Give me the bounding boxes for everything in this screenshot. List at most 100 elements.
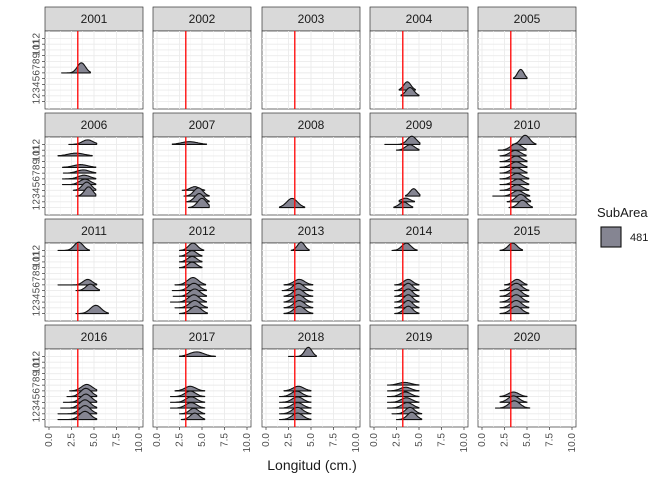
- panel-2015: 2015: [477, 218, 577, 322]
- ridge-2017-month-12: [178, 351, 217, 357]
- strip-label-2005: 2005: [514, 12, 541, 26]
- x-tick-2016-10.0: 10.0: [134, 433, 145, 453]
- y-tick-2006-5: 5: [32, 181, 43, 187]
- y-tick-2006-10: 10: [32, 150, 43, 162]
- ridge-2012-month-11: [178, 250, 203, 257]
- y-tick-2016-2: 2: [32, 411, 43, 417]
- ridge-2013-month-12: [290, 241, 310, 251]
- ridge-2014-month-3: [394, 294, 420, 303]
- y-tick-2001-4: 4: [32, 81, 43, 87]
- y-tick-2011-6: 6: [32, 282, 43, 288]
- ridge-2010-month-6: [499, 172, 530, 180]
- strip-label-2020: 2020: [514, 330, 541, 344]
- y-tick-2006-11: 11: [32, 145, 43, 156]
- y-tick-2001-3: 3: [32, 87, 43, 93]
- ridge-2017-month-6: [174, 385, 206, 392]
- ridge-2012-month-3: [169, 294, 208, 303]
- ridge-2012-month-1: [178, 305, 208, 315]
- ridge-2017-month-4: [169, 396, 206, 403]
- y-tick-2016-12: 12: [32, 350, 43, 362]
- panel-2020: 2020 0.0 2.5 5.0 7.5 10.0: [477, 324, 578, 453]
- ridge-2013-month-1: [283, 305, 314, 315]
- ridge-2015-month-6: [503, 278, 528, 286]
- panel-2002: 2002: [152, 6, 252, 110]
- strip-label-2017: 2017: [189, 330, 216, 344]
- ridge-2014-month-6: [394, 278, 420, 286]
- ridge-2012-month-9: [178, 261, 203, 269]
- y-tick-2016-4: 4: [32, 399, 43, 405]
- strip-2004: [369, 6, 469, 32]
- ridge-2017-month-1: [180, 412, 206, 421]
- x-tick-2018-2.5: 2.5: [284, 433, 295, 447]
- ridge-2013-month-6: [283, 278, 314, 286]
- y-tick-2011-3: 3: [32, 299, 43, 305]
- y-tick-2016-11: 11: [32, 357, 43, 368]
- panel-2009: 2009: [369, 112, 469, 216]
- panel-2012: 2012: [152, 218, 252, 322]
- ridge-2013-month-2: [283, 299, 314, 309]
- ridge-2017-month-2: [178, 407, 206, 415]
- y-tick-2011-11: 11: [32, 251, 43, 262]
- panel-2014: 2014: [369, 218, 469, 322]
- strip-label-2008: 2008: [298, 118, 325, 132]
- strip-label-2007: 2007: [189, 118, 216, 132]
- y-tick-2006-1: 1: [32, 204, 43, 210]
- y-tick-2001-11: 11: [32, 39, 43, 50]
- strip-2006: [44, 112, 144, 138]
- ridge-2014-month-5: [394, 282, 420, 292]
- x-tick-2018-5.0: 5.0: [306, 433, 317, 447]
- strip-label-2014: 2014: [406, 224, 433, 238]
- ridge-2017-month-3: [169, 402, 206, 409]
- ridge-2012-month-4: [172, 288, 208, 297]
- y-tick-2001-10: 10: [32, 44, 43, 56]
- strip-label-2010: 2010: [514, 118, 541, 132]
- ridge-2020-month-5: [499, 391, 528, 398]
- ridge-2010-month-8: [499, 161, 528, 168]
- strip-label-2004: 2004: [406, 12, 433, 26]
- y-tick-2016-1: 1: [32, 416, 43, 422]
- strip-2015: [477, 218, 577, 244]
- ridge-2012-month-10: [178, 255, 203, 263]
- panel-2010: 2010: [477, 112, 577, 216]
- ridge-2005-month-5: [512, 68, 528, 80]
- ridge-2010-month-7: [499, 167, 528, 174]
- strip-label-2009: 2009: [406, 118, 433, 132]
- ridge-2009-month-12: [384, 135, 421, 145]
- y-tick-2006-7: 7: [32, 170, 43, 176]
- x-tick-2020-10.0: 10.0: [567, 433, 578, 453]
- ridge-2006-month-10: [57, 152, 93, 157]
- x-tick-2016-5.0: 5.0: [89, 433, 100, 447]
- ridge-2011-month-12: [57, 241, 91, 251]
- y-tick-2011-7: 7: [32, 276, 43, 282]
- y-tick-2001-1: 1: [32, 98, 43, 104]
- ridge-2014-month-4: [394, 288, 420, 297]
- ridge-2014-month-12: [391, 242, 418, 251]
- panel-2004: 2004: [369, 6, 469, 110]
- ridge-2016-month-5: [66, 387, 98, 398]
- y-tick-2016-7: 7: [32, 382, 43, 388]
- ridge-2006-month-3: [75, 186, 97, 197]
- ridge-2006-month-7: [62, 169, 97, 174]
- ridge-2015-month-3: [499, 294, 530, 303]
- y-tick-2001-12: 12: [32, 32, 43, 44]
- panel-2005: 2005: [477, 6, 577, 110]
- panel-2007: 2007: [152, 112, 252, 216]
- strip-2007: [152, 112, 252, 138]
- x-tick-2018-7.5: 7.5: [329, 433, 340, 447]
- y-tick-2016-9: 9: [32, 370, 43, 376]
- ridge-2007-month-12: [171, 141, 208, 145]
- ridge-2011-month-5: [75, 283, 100, 292]
- y-tick-2016-8: 8: [32, 376, 43, 382]
- strip-2001: [44, 6, 144, 32]
- x-tick-2017-2.5: 2.5: [175, 433, 186, 447]
- y-tick-2006-6: 6: [32, 176, 43, 182]
- panel-2013: 2013: [261, 218, 361, 322]
- y-tick-2001-6: 6: [32, 70, 43, 76]
- strip-label-2002: 2002: [189, 12, 216, 26]
- x-tick-2020-5.0: 5.0: [522, 433, 533, 447]
